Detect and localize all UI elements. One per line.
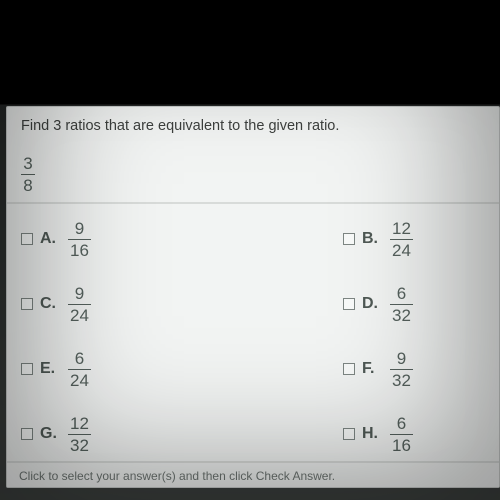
option-denominator: 16 xyxy=(68,240,91,259)
checkbox-icon[interactable] xyxy=(343,363,355,375)
option-d[interactable]: D. 6 32 xyxy=(343,285,485,324)
option-denominator: 32 xyxy=(390,305,413,324)
option-letter: C. xyxy=(40,295,58,313)
option-denominator: 24 xyxy=(68,305,91,324)
option-fraction: 6 16 xyxy=(390,415,413,454)
question-area: Find 3 ratios that are equivalent to the… xyxy=(7,107,499,204)
option-denominator: 32 xyxy=(390,370,413,389)
answer-options: A. 9 16 B. 12 24 xyxy=(7,204,499,462)
option-numerator: 6 xyxy=(73,350,86,369)
checkbox-icon[interactable] xyxy=(21,233,33,245)
option-b[interactable]: B. 12 24 xyxy=(343,220,485,259)
option-letter: A. xyxy=(40,230,58,248)
given-ratio: 3 8 xyxy=(21,155,35,194)
question-card: Find 3 ratios that are equivalent to the… xyxy=(6,106,500,488)
checkbox-icon[interactable] xyxy=(343,428,355,440)
instruction-text: Click to select your answer(s) and then … xyxy=(19,469,335,483)
option-fraction: 6 32 xyxy=(390,285,413,324)
option-letter: D. xyxy=(362,295,380,313)
option-letter: F. xyxy=(362,360,380,378)
option-c[interactable]: C. 9 24 xyxy=(21,285,163,324)
option-f[interactable]: F. 9 32 xyxy=(343,350,485,389)
option-numerator: 12 xyxy=(68,415,91,434)
option-fraction: 9 24 xyxy=(68,285,91,324)
option-letter: B. xyxy=(362,230,380,248)
checkbox-icon[interactable] xyxy=(343,298,355,310)
option-denominator: 16 xyxy=(390,435,413,454)
option-denominator: 24 xyxy=(68,370,91,389)
option-fraction: 9 16 xyxy=(68,220,91,259)
given-ratio-numerator: 3 xyxy=(21,155,34,174)
option-fraction: 12 32 xyxy=(68,415,91,454)
option-numerator: 9 xyxy=(73,285,86,304)
option-fraction: 9 32 xyxy=(390,350,413,389)
device-screen: Find 3 ratios that are equivalent to the… xyxy=(0,0,500,500)
option-h[interactable]: H. 6 16 xyxy=(343,415,485,454)
instruction-footer: Click to select your answer(s) and then … xyxy=(7,461,499,487)
option-letter: G. xyxy=(40,425,58,443)
option-a[interactable]: A. 9 16 xyxy=(21,220,163,259)
given-ratio-denominator: 8 xyxy=(21,175,34,194)
option-numerator: 9 xyxy=(73,220,86,239)
device-top-bar xyxy=(0,0,500,105)
option-fraction: 12 24 xyxy=(390,220,413,259)
given-ratio-fraction: 3 8 xyxy=(21,155,35,194)
checkbox-icon[interactable] xyxy=(21,428,33,440)
option-denominator: 24 xyxy=(390,240,413,259)
option-numerator: 6 xyxy=(395,415,408,434)
option-fraction: 6 24 xyxy=(68,350,91,389)
option-numerator: 12 xyxy=(390,220,413,239)
option-numerator: 6 xyxy=(395,285,408,304)
checkbox-icon[interactable] xyxy=(21,298,33,310)
options-grid: A. 9 16 B. 12 24 xyxy=(21,220,485,454)
option-letter: E. xyxy=(40,360,58,378)
option-g[interactable]: G. 12 32 xyxy=(21,415,163,454)
option-numerator: 9 xyxy=(395,350,408,369)
checkbox-icon[interactable] xyxy=(343,233,355,245)
option-denominator: 32 xyxy=(68,435,91,454)
question-prompt: Find 3 ratios that are equivalent to the… xyxy=(21,117,485,137)
option-letter: H. xyxy=(362,425,380,443)
option-e[interactable]: E. 6 24 xyxy=(21,350,163,389)
checkbox-icon[interactable] xyxy=(21,363,33,375)
